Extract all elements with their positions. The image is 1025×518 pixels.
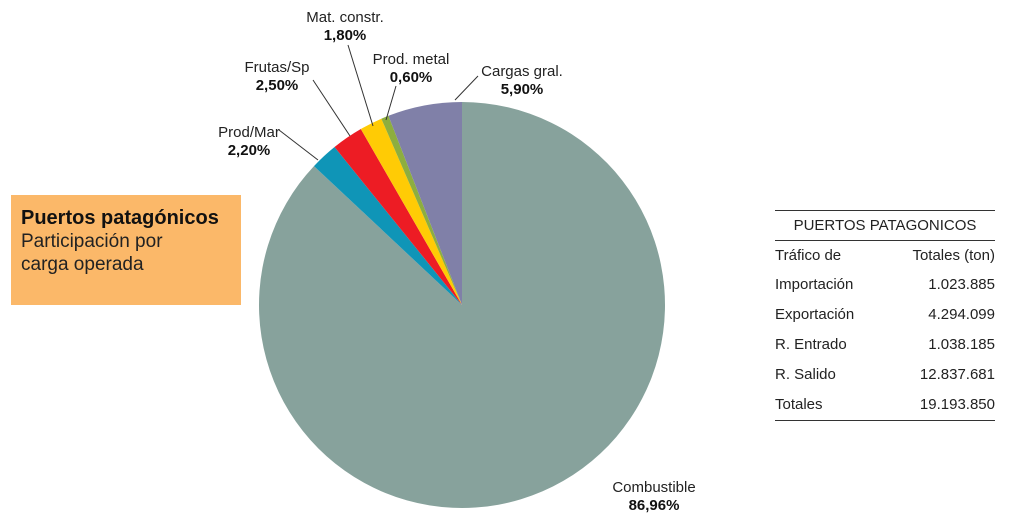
chart-title: Puertos patagónicos	[21, 207, 219, 229]
pie-slices	[259, 102, 666, 508]
leader-line	[347, 44, 374, 127]
slice-label-value: 0,60%	[390, 69, 433, 86]
table-row: R. Entrado 1.038.185	[775, 330, 995, 360]
slice-label-value: 5,90%	[501, 81, 544, 98]
table-cell-value: 19.193.850	[919, 396, 995, 413]
slice-label-name: Prod/Mar	[218, 124, 280, 141]
pie-slice-combustible	[259, 102, 666, 508]
table-row: R. Salido 12.837.681	[775, 360, 995, 390]
chart-title-box: Puertos patagónicos Participación por ca…	[11, 195, 241, 305]
table-cell-label: R. Entrado	[775, 336, 847, 353]
table-cell-value: 1.038.185	[928, 336, 995, 353]
table-cell-label: Importación	[775, 276, 854, 293]
leader-line	[278, 129, 319, 161]
table-cell-label: Exportación	[775, 306, 855, 323]
pie-slice-cargas-gral	[388, 102, 462, 305]
table-row: Totales 19.193.850	[775, 390, 995, 420]
pie-slice-prod-metal	[381, 115, 462, 305]
table-cell-label: Totales	[775, 396, 823, 413]
slice-label-name: Prod. metal	[373, 51, 450, 68]
slice-label-name: Frutas/Sp	[244, 59, 309, 76]
pie-slice-prod-mar	[313, 147, 462, 305]
pie-slice-frutas-sp	[334, 129, 462, 305]
table-cell-value: 1.023.885	[928, 276, 995, 293]
table-header-row: Tráfico de Totales (ton)	[775, 241, 995, 270]
chart-subtitle: Participación por carga operada	[21, 231, 163, 275]
leader-line	[385, 85, 397, 121]
slice-label-value: 2,20%	[228, 142, 271, 159]
slice-label-value: 1,80%	[324, 27, 367, 44]
leader-line	[312, 79, 351, 137]
pie-slice-mat-constr	[360, 118, 462, 306]
table-header-totals: Totales (ton)	[912, 247, 995, 264]
table-cell-value: 12.837.681	[919, 366, 995, 383]
slice-label-value: 2,50%	[256, 77, 299, 94]
table-row: Importación 1.023.885	[775, 270, 995, 300]
table-title: PUERTOS PATAGONICOS	[775, 211, 995, 241]
table-cell-value: 4.294.099	[928, 306, 995, 323]
table-cell-label: R. Salido	[775, 366, 836, 383]
table-header-traffic: Tráfico de	[775, 247, 842, 264]
slice-label-value: 86,96%	[629, 497, 680, 514]
table-row: Exportación 4.294.099	[775, 300, 995, 330]
slice-label-name: Combustible	[612, 479, 695, 496]
slice-label-name: Cargas gral.	[481, 63, 563, 80]
leader-line	[454, 75, 479, 101]
traffic-table: PUERTOS PATAGONICOS Tráfico de Totales (…	[775, 210, 995, 421]
slice-label-name: Mat. constr.	[306, 9, 384, 26]
